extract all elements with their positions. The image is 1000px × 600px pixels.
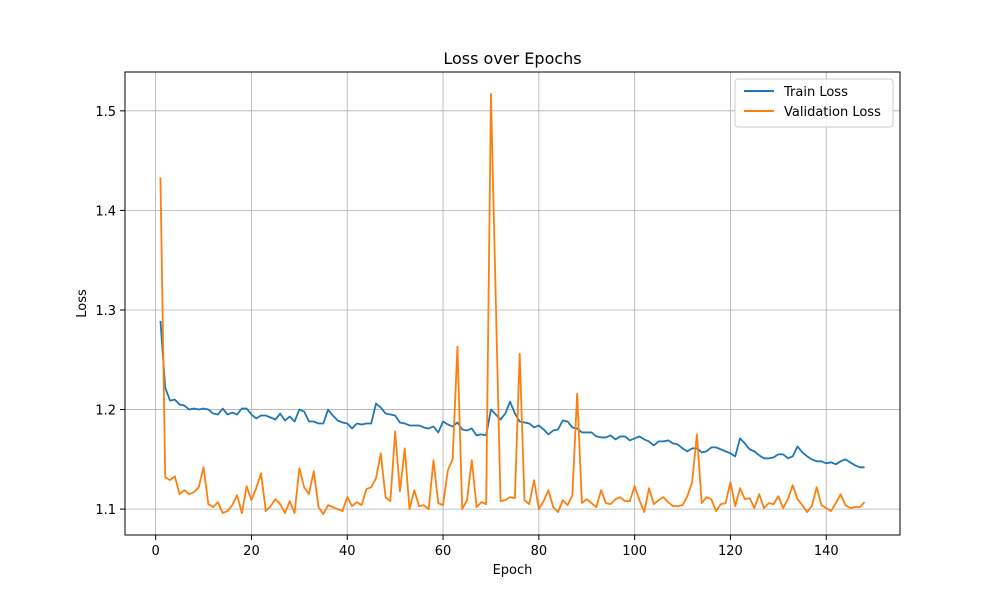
x-tick-label: 80 bbox=[531, 544, 548, 559]
y-tick-label: 1.1 bbox=[95, 503, 116, 518]
y-tick-label: 1.4 bbox=[95, 204, 116, 219]
x-tick-label: 0 bbox=[152, 544, 160, 559]
x-axis-label: Epoch bbox=[493, 563, 533, 578]
train-loss-line bbox=[159, 320, 865, 469]
y-tick-label: 1.3 bbox=[95, 304, 116, 319]
y-axis-label: Loss bbox=[75, 289, 90, 318]
y-tick-label: 1.5 bbox=[95, 105, 116, 120]
x-tick-label: 140 bbox=[814, 544, 839, 559]
x-tick-label: 120 bbox=[718, 544, 743, 559]
legend-box bbox=[734, 78, 894, 128]
x-axis: 0 20 40 60 80 100 120 140 bbox=[152, 535, 839, 559]
chart-title: Loss over Epochs bbox=[443, 49, 581, 68]
y-axis: 1.1 1.2 1.3 1.4 1.5 bbox=[95, 105, 125, 518]
x-tick-label: 100 bbox=[622, 544, 647, 559]
x-tick-label: 40 bbox=[339, 544, 356, 559]
legend-label-validation: Validation Loss bbox=[784, 105, 881, 120]
x-tick-label: 20 bbox=[243, 544, 260, 559]
legend: Train Loss Validation Loss bbox=[734, 78, 894, 128]
y-tick-label: 1.2 bbox=[95, 404, 116, 419]
plot-frame bbox=[124, 71, 901, 536]
legend-label-train: Train Loss bbox=[783, 85, 848, 100]
x-tick-label: 60 bbox=[435, 544, 452, 559]
validation-loss-line bbox=[159, 93, 866, 515]
series-layer bbox=[159, 93, 866, 515]
